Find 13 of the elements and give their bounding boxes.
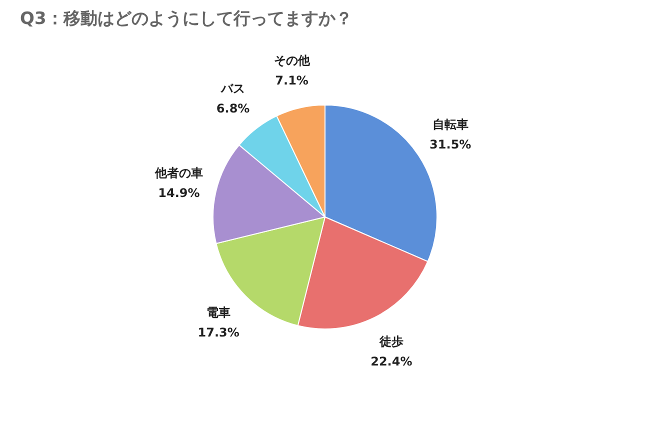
- chart-title: Q3：移動はどのようにして行ってますか？: [20, 9, 352, 29]
- slice-label: 自転車: [432, 118, 468, 132]
- slice-label: 電車: [206, 306, 231, 320]
- data-label: 17.3%: [198, 326, 240, 340]
- data-label: 7.1%: [275, 74, 308, 88]
- slice-label: 他者の車: [154, 166, 203, 180]
- slice-label: 徒歩: [378, 334, 404, 348]
- data-label: 14.9%: [158, 186, 200, 200]
- slice-label: バス: [220, 81, 246, 96]
- data-label: 6.8%: [216, 101, 250, 116]
- data-label: 22.4%: [370, 354, 412, 368]
- data-label: 31.5%: [430, 138, 472, 152]
- slice-label: その他: [274, 54, 311, 68]
